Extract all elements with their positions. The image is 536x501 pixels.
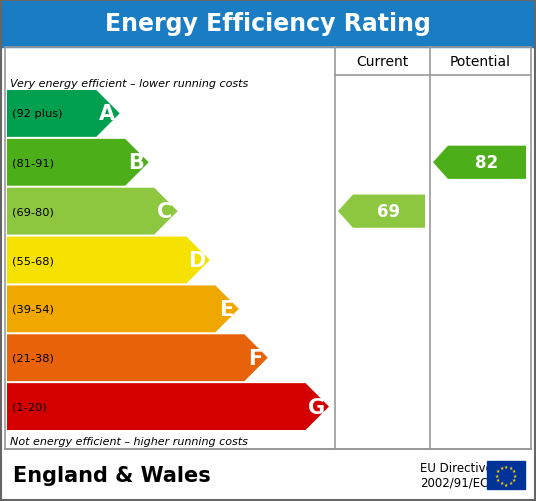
Text: ★: ★ [496, 468, 501, 473]
Text: A: A [99, 104, 115, 124]
Polygon shape [7, 383, 329, 430]
Text: ★: ★ [504, 481, 508, 486]
Text: ★: ★ [513, 472, 517, 477]
Text: (92 plus): (92 plus) [12, 109, 63, 119]
Text: D: D [188, 250, 206, 271]
Text: F: F [248, 348, 262, 368]
Text: ★: ★ [500, 465, 504, 470]
Bar [487, 461, 525, 489]
Polygon shape [433, 146, 526, 179]
Text: EU Directive: EU Directive [420, 461, 493, 474]
Text: ★: ★ [495, 472, 499, 477]
Text: Energy Efficiency Rating: Energy Efficiency Rating [105, 12, 431, 36]
Text: ★: ★ [508, 480, 513, 485]
Text: Potential: Potential [450, 55, 511, 69]
Text: ★: ★ [504, 463, 508, 468]
Text: (21-38): (21-38) [12, 353, 54, 363]
Text: England & Wales: England & Wales [13, 465, 211, 485]
Text: ★: ★ [496, 477, 501, 482]
Polygon shape [7, 237, 210, 284]
Text: Current: Current [356, 55, 408, 69]
Text: C: C [157, 202, 173, 222]
Bar [5, 48, 531, 449]
Text: (39-54): (39-54) [12, 304, 54, 314]
Text: 69: 69 [377, 203, 400, 221]
Text: G: G [308, 397, 325, 417]
Text: (81-91): (81-91) [12, 158, 54, 168]
Text: ★: ★ [511, 468, 516, 473]
Polygon shape [7, 335, 268, 381]
Text: (69-80): (69-80) [12, 207, 54, 217]
Text: ★: ★ [508, 465, 513, 470]
Polygon shape [7, 91, 120, 138]
Polygon shape [7, 286, 239, 333]
Text: ★: ★ [511, 477, 516, 482]
Text: Very energy efficient – lower running costs: Very energy efficient – lower running co… [10, 79, 248, 89]
Polygon shape [7, 188, 177, 235]
Text: B: B [128, 153, 144, 173]
Polygon shape [338, 195, 425, 228]
Text: ★: ★ [500, 480, 504, 485]
Text: E: E [219, 299, 233, 319]
Text: 82: 82 [475, 154, 498, 172]
Text: Not energy efficient – higher running costs: Not energy efficient – higher running co… [10, 436, 248, 446]
Text: 2002/91/EC: 2002/91/EC [420, 475, 488, 488]
Polygon shape [7, 140, 148, 186]
Text: (1-20): (1-20) [12, 402, 47, 412]
Bar [0, 0, 536, 48]
Text: (55-68): (55-68) [12, 256, 54, 266]
